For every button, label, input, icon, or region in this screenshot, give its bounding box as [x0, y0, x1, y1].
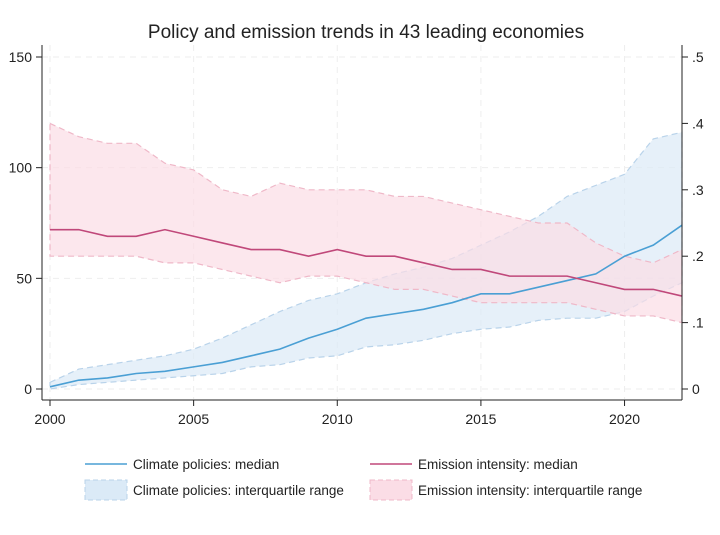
x-tick-label: 2015 — [465, 411, 496, 427]
legend-swatch-3 — [369, 479, 413, 501]
y-right-tick-label: 0 — [692, 381, 700, 397]
x-tick-label: 2020 — [609, 411, 640, 427]
x-tick-label: 2005 — [178, 411, 209, 427]
y-left-tick-label: 150 — [9, 49, 33, 65]
series-line-2 — [50, 228, 683, 297]
y-right-tick-label: .3 — [692, 182, 704, 198]
x-tick-label: 2000 — [34, 411, 65, 427]
legend-label: Emission intensity: median — [418, 457, 578, 472]
x-tick-label: 2010 — [322, 411, 353, 427]
y-right-tick-label: .5 — [692, 49, 704, 65]
y-left-tick-label: 0 — [24, 381, 32, 397]
y-left-tick-label: 50 — [16, 270, 32, 286]
y-right-tick-label: .1 — [692, 315, 704, 331]
legend-swatch-1 — [84, 479, 128, 501]
y-right-tick-label: .4 — [692, 115, 704, 131]
legend-label: Climate policies: median — [133, 457, 279, 472]
y-left-tick-label: 100 — [9, 160, 33, 176]
legend-label: Emission intensity: interquartile range — [418, 483, 642, 498]
y-right-tick-label: .2 — [692, 248, 704, 264]
chart-title: Policy and emission trends in 43 leading… — [148, 22, 584, 43]
legend-label: Climate policies: interquartile range — [133, 483, 344, 498]
